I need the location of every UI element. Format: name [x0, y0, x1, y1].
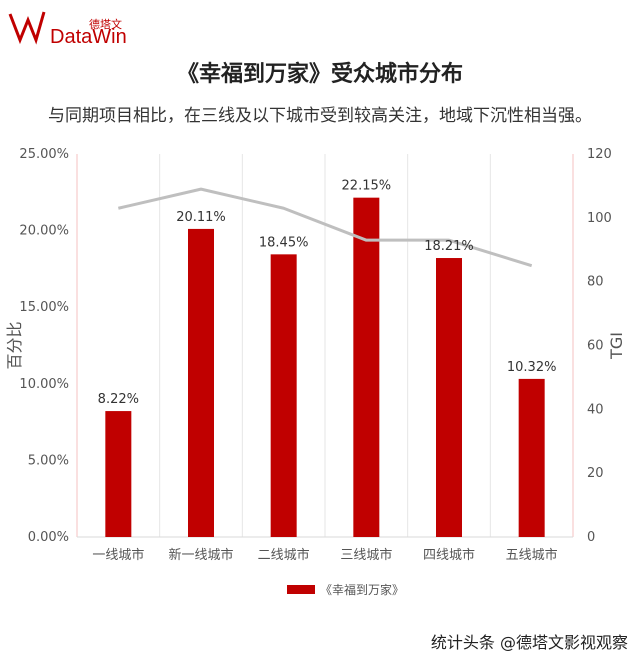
- category-label: 三线城市: [340, 547, 392, 563]
- chart-canvas: 8.22% 20.11% 18.45% 22.15% 18.21% 10.32% 0.00…: [5, 147, 626, 597]
- bar: [105, 411, 132, 537]
- bar-value-label: 22.15%: [342, 179, 392, 194]
- category-label: 一线城市: [92, 547, 144, 563]
- legend: 《幸福到万家》: [287, 582, 404, 597]
- y-tick-label: 20.00%: [19, 224, 69, 239]
- bar-value-label: 18.21%: [424, 239, 474, 254]
- y2-axis-label: TGI: [607, 332, 626, 360]
- watermark: 统计头条 @德塔文影视观察: [430, 633, 628, 652]
- left-axis-ticks: 0.00% 5.00% 10.00% 15.00% 20.00% 25.00%: [19, 147, 69, 545]
- logo-brand-en: DataWin: [50, 26, 127, 48]
- y-tick-label: 15.00%: [19, 300, 69, 315]
- bar: [518, 378, 545, 537]
- bar-value-label: 10.32%: [507, 360, 557, 375]
- category-axis-ticks: 一线城市 新一线城市 二线城市 三线城市 四线城市 五线城市: [92, 547, 557, 563]
- legend-label: 《幸福到万家》: [320, 582, 404, 597]
- y2-tick-label: 80: [587, 275, 604, 290]
- y2-tick-label: 120: [587, 147, 612, 162]
- bar: [270, 254, 297, 537]
- data-labels: 8.22% 20.11% 18.45% 22.15% 18.21% 10.32%: [98, 179, 557, 407]
- y2-tick-label: 20: [587, 466, 604, 481]
- y2-tick-label: 100: [587, 211, 612, 226]
- y2-tick-label: 40: [587, 402, 604, 417]
- tgi-line: [117, 187, 533, 268]
- chart-subtitle: 与同期项目相比，在三线及以下城市受到较高关注，地域下沉性相当强。: [48, 106, 592, 126]
- grid-lines: [76, 154, 574, 538]
- datawin-mark-icon: [8, 11, 46, 45]
- y-tick-label: 10.00%: [19, 377, 69, 392]
- category-label: 新一线城市: [168, 547, 233, 563]
- y-tick-label: 0.00%: [28, 530, 69, 545]
- chart-title: 《幸福到万家》受众城市分布: [176, 62, 463, 87]
- legend-swatch: [287, 585, 315, 594]
- tgi-line-series: [117, 187, 533, 268]
- bar: [436, 258, 462, 537]
- bar-value-label: 18.45%: [259, 235, 309, 250]
- y2-tick-label: 0: [587, 530, 595, 545]
- category-label: 二线城市: [258, 547, 310, 563]
- bar: [353, 197, 380, 538]
- datawin-logo: 德塔文 DataWin: [6, 6, 166, 48]
- bar-value-label: 8.22%: [98, 392, 139, 407]
- right-axis-ticks: 0 20 40 60 80 100 120: [587, 147, 612, 545]
- bar: [188, 228, 214, 537]
- y-axis-label: 百分比: [5, 321, 24, 369]
- bar-value-label: 20.11%: [176, 210, 226, 225]
- y-tick-label: 5.00%: [28, 453, 69, 468]
- bar-series: [105, 197, 545, 538]
- y-tick-label: 25.00%: [19, 147, 69, 162]
- y2-tick-label: 60: [587, 339, 604, 354]
- category-label: 五线城市: [506, 547, 558, 563]
- category-label: 四线城市: [423, 547, 475, 563]
- logo-brand-cn: 德塔文: [89, 18, 122, 31]
